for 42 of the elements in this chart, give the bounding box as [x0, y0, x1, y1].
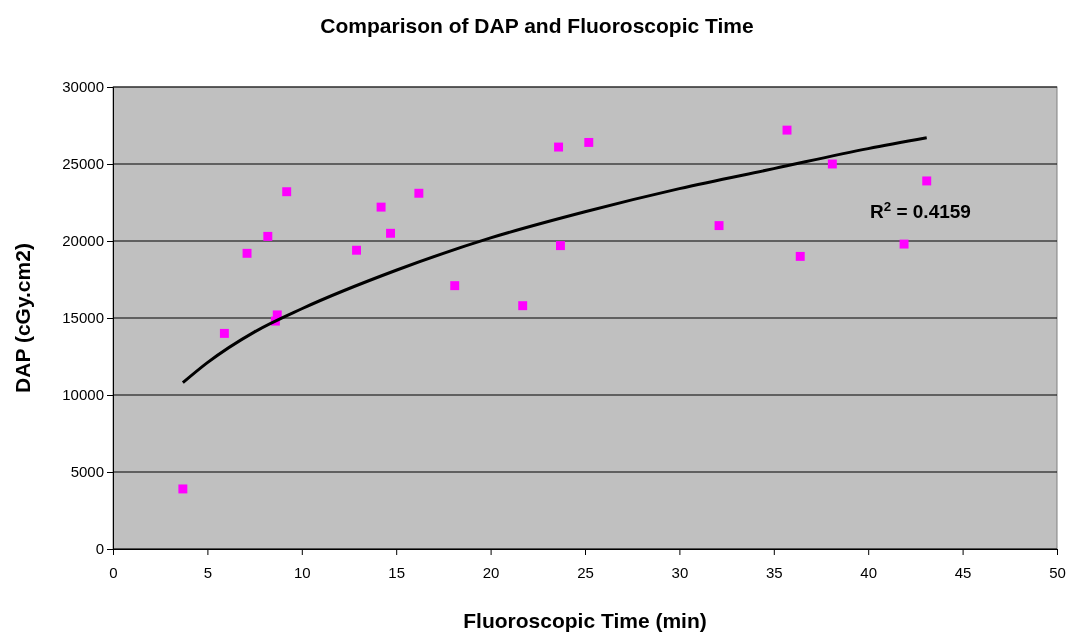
point	[714, 221, 724, 231]
point	[450, 281, 460, 291]
point	[414, 188, 424, 198]
y-tick-label: 20000	[62, 232, 104, 250]
point	[584, 137, 594, 147]
point	[263, 231, 273, 241]
x-tick-label: 0	[109, 563, 118, 581]
x-tick-label: 30	[671, 563, 689, 581]
x-tick-label: 35	[765, 563, 783, 581]
x-tick-label: 50	[1049, 563, 1066, 581]
point	[386, 228, 396, 238]
point	[242, 248, 252, 258]
point	[922, 176, 932, 186]
point	[376, 202, 386, 212]
point	[518, 301, 528, 311]
annotation: R$^{2}$ = 0.4159	[870, 198, 971, 222]
point	[554, 142, 564, 152]
x-tick-label: 20	[482, 563, 500, 581]
point	[282, 187, 292, 197]
x-axis-title: Fluoroscopic Time (min)	[463, 609, 707, 632]
y-tick-label: 30000	[62, 78, 104, 96]
x-tick-label: 15	[388, 563, 406, 581]
point	[899, 239, 909, 249]
y-tick-label: 5000	[70, 463, 104, 481]
point	[782, 125, 792, 135]
y-tick-label: 15000	[62, 309, 104, 327]
point	[178, 484, 188, 494]
x-tick-label: 10	[293, 563, 311, 581]
y-tick-label: 10000	[62, 386, 104, 404]
x-tick-label: 25	[577, 563, 594, 581]
point	[219, 328, 229, 338]
point	[827, 159, 837, 169]
y-tick-label: 0	[95, 540, 104, 558]
point	[795, 251, 805, 261]
x-tick-label: 45	[954, 563, 972, 581]
x-tick-label: 5	[203, 563, 213, 581]
x-tick-label: 40	[860, 563, 878, 581]
y-tick-label: 25000	[62, 155, 104, 173]
point	[555, 241, 565, 251]
point	[352, 245, 362, 255]
chart-title: Comparison of DAP and Fluoroscopic Time	[320, 14, 754, 37]
y-axis-title: DAP (cGy.cm2)	[11, 243, 34, 393]
